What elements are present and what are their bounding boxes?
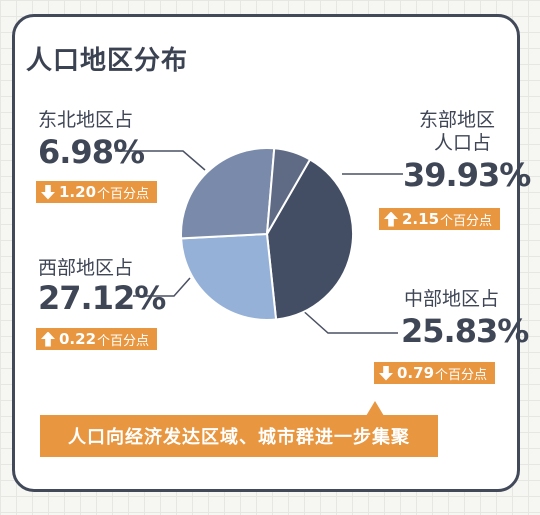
leader-line-central xyxy=(299,307,398,334)
central-change-value: 0.79 xyxy=(397,364,435,382)
east-value: 39.93% xyxy=(403,156,531,194)
arrow-down-icon xyxy=(41,184,55,200)
leader-line-northeast xyxy=(115,150,206,171)
west-label: 西部地区占 xyxy=(38,257,134,279)
northeast-change-unit: 个百分点 xyxy=(97,186,150,202)
pie-slice-east xyxy=(265,158,354,321)
west-change-value: 0.22 xyxy=(59,330,97,348)
northeast-label: 东北地区占 xyxy=(38,109,134,131)
east-change-badge: 2.15 个百分点 xyxy=(379,208,501,230)
east-label-line1: 东部地区 xyxy=(419,109,496,131)
west-change-badge: 0.22 个百分点 xyxy=(36,328,158,350)
west-value: 27.12% xyxy=(38,279,166,317)
east-label-line2: 人口占 xyxy=(434,132,492,154)
arrow-up-icon xyxy=(384,211,398,227)
pie-slice-west xyxy=(180,147,276,240)
central-value: 25.83% xyxy=(401,312,529,350)
arrow-down-icon xyxy=(379,365,393,381)
population-pie-chart xyxy=(180,147,354,321)
northeast-change-badge: 1.20 个百分点 xyxy=(36,181,158,203)
east-change-unit: 个百分点 xyxy=(440,213,493,229)
east-change-value: 2.15 xyxy=(402,210,440,228)
page-title: 人口地区分布 xyxy=(26,46,189,76)
central-label: 中部地区占 xyxy=(404,288,500,310)
pie-slice-central xyxy=(180,232,278,321)
central-change-unit: 个百分点 xyxy=(435,367,488,383)
leader-line-west xyxy=(133,277,191,297)
callout-pointer xyxy=(366,401,384,416)
central-change-badge: 0.79 个百分点 xyxy=(374,362,496,384)
northeast-value: 6.98% xyxy=(38,133,145,171)
northeast-change-value: 1.20 xyxy=(59,183,97,201)
arrow-up-icon xyxy=(41,331,55,347)
west-change-unit: 个百分点 xyxy=(97,333,150,349)
pie-slice-northeast xyxy=(266,147,312,235)
summary-callout: 人口向经济发达区域、城市群进一步集聚 xyxy=(40,415,438,457)
